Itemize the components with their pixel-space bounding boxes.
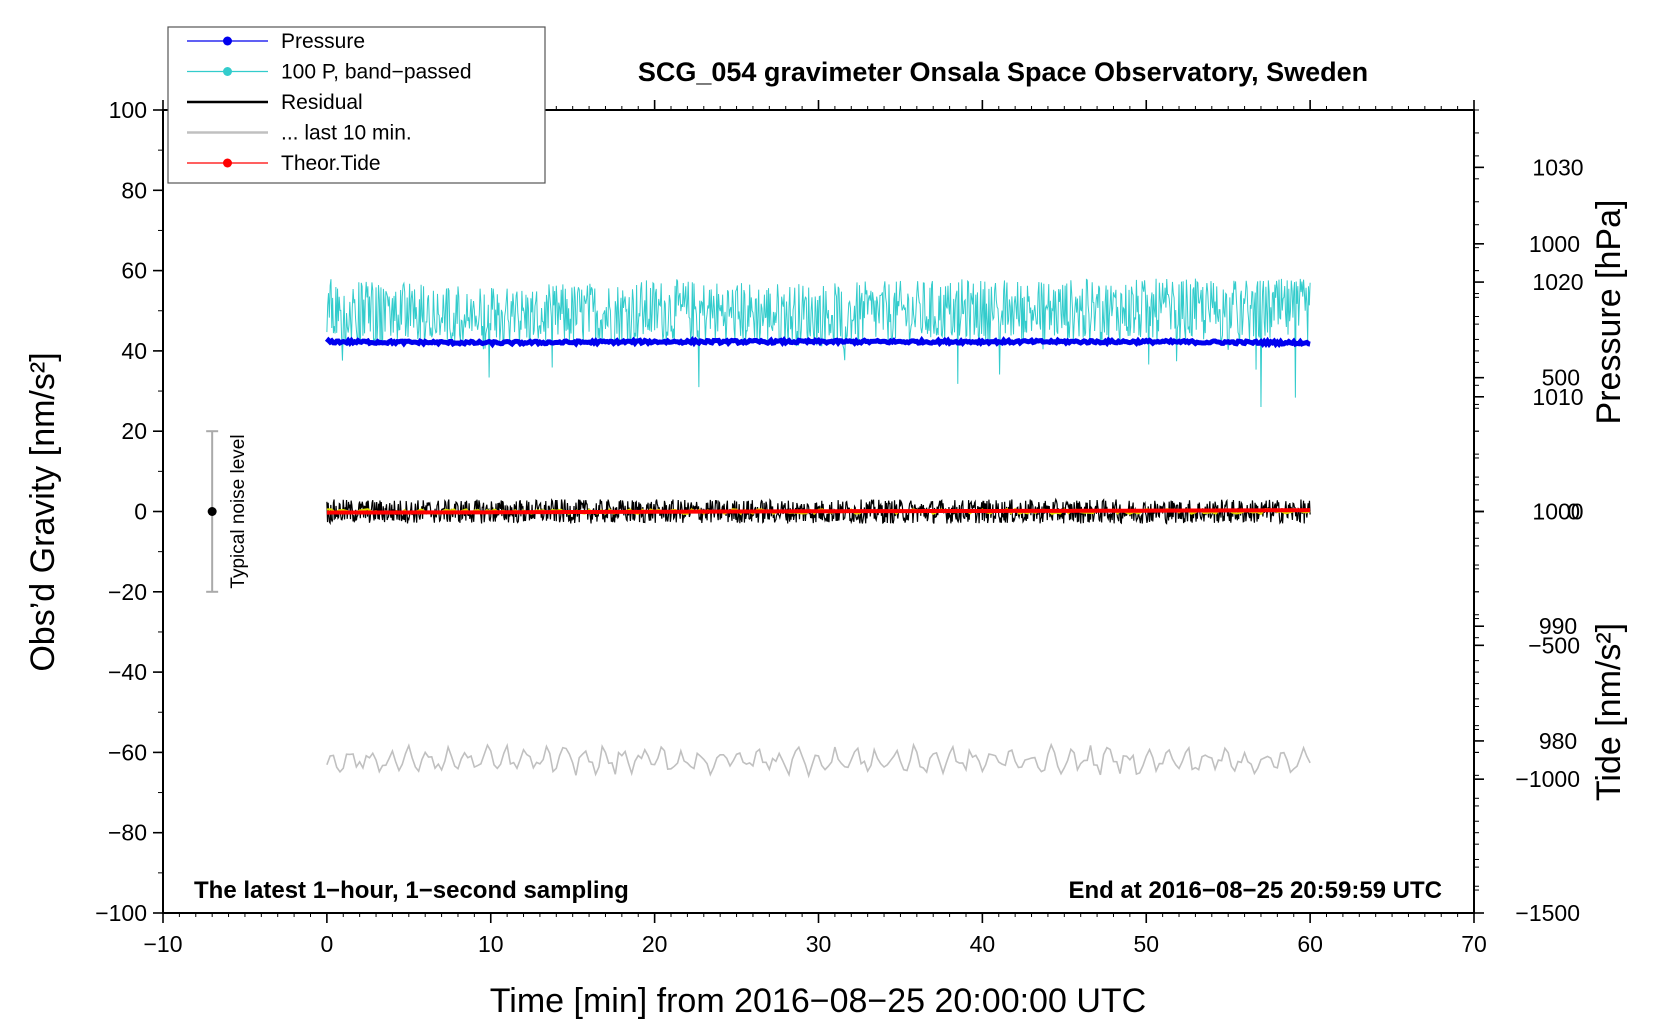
legend-label: Pressure: [281, 30, 365, 53]
series-residual: [326, 497, 1311, 526]
x-tick-label: 10: [478, 931, 504, 957]
x-tick-label: 20: [642, 931, 668, 957]
series-band-passed-pressure: [326, 278, 1311, 407]
pressure-tick-label: 1010: [1532, 384, 1583, 410]
y-axis-title-tide: Tide [nm/s²]: [1590, 623, 1628, 801]
y-tick-label: −40: [108, 659, 147, 685]
x-tick-label: 70: [1461, 931, 1487, 957]
noise-bar-label: Typical noise level: [228, 434, 249, 588]
noise-bar-center-dot: [207, 507, 217, 516]
noise-level-indicator: Typical noise level: [206, 430, 249, 593]
y-axis-title-gravity: Obs’d Gravity [nm/s²]: [24, 352, 62, 671]
y-tick-label: 80: [121, 177, 147, 203]
legend-label: ... last 10 min.: [281, 122, 412, 145]
y-axis-pressure: 980 990 1000 1010 1020 1030: [1474, 109, 1584, 891]
pressure-tick-label: 1000: [1532, 499, 1583, 525]
chart-title: SCG_054 gravimeter Onsala Space Observat…: [638, 57, 1368, 87]
legend-marker: [223, 36, 232, 46]
y-axis-tide: −1500 −1000 −500 0 500 1000: [1474, 231, 1580, 926]
y-tick-label: −60: [108, 739, 147, 765]
legend-label: Theor.Tide: [281, 152, 381, 175]
y-tick-label: −20: [108, 579, 147, 605]
y-tick-label: −80: [108, 820, 147, 846]
pressure-tick-label: 1030: [1532, 154, 1583, 180]
series-theoretical-tide: [326, 508, 1311, 515]
y-tick-label: 60: [121, 258, 147, 284]
tide-tick-label: 500: [1542, 365, 1580, 391]
tide-tick-label: −1500: [1515, 900, 1580, 926]
legend: Pressure 100 P, band−passed Residual ... la…: [167, 26, 546, 184]
legend-label: Residual: [281, 91, 363, 114]
legend-marker: [223, 158, 232, 168]
x-tick-label: 60: [1297, 931, 1323, 957]
x-axis: −10 0 10 20 30 40 50 60 70: [143, 100, 1487, 957]
x-tick-label: 30: [806, 931, 832, 957]
y-axis-gravity: −100 −80 −60 −40 −20 0 20 40 60 80 100: [95, 97, 163, 926]
pressure-tick-label: 1020: [1532, 269, 1583, 295]
tide-tick-label: −1000: [1515, 766, 1580, 792]
x-tick-label: 0: [320, 931, 333, 957]
y-tick-label: 100: [109, 97, 147, 123]
x-axis-title: Time [min] from 2016−08−25 20:00:00 UTC: [490, 982, 1146, 1020]
legend-marker: [223, 67, 232, 76]
y-tick-label: 40: [121, 338, 147, 364]
series-last-10-min: [326, 742, 1311, 779]
annotation-sampling: The latest 1−hour, 1−second sampling: [194, 877, 629, 904]
y-axis-title-pressure: Pressure [hPa]: [1590, 200, 1628, 425]
legend-box: [167, 26, 546, 184]
x-tick-label: 40: [970, 931, 996, 957]
series-pressure: [324, 335, 1311, 349]
tide-tick-label: 0: [1567, 499, 1580, 525]
tide-tick-label: −500: [1528, 632, 1580, 658]
annotation-end-time: End at 2016−08−25 20:59:59 UTC: [1068, 877, 1442, 904]
pressure-tick-label: 990: [1539, 613, 1577, 639]
series-layer: [324, 278, 1311, 779]
y-tick-label: −100: [95, 900, 147, 926]
y-tick-label: 0: [134, 499, 147, 525]
y-tick-label: 20: [121, 418, 147, 444]
tide-tick-label: 1000: [1529, 231, 1580, 257]
pressure-tick-label: 980: [1539, 728, 1577, 754]
x-tick-label: 50: [1133, 931, 1159, 957]
x-tick-label: −10: [143, 931, 182, 957]
legend-label: 100 P, band−passed: [281, 61, 472, 84]
